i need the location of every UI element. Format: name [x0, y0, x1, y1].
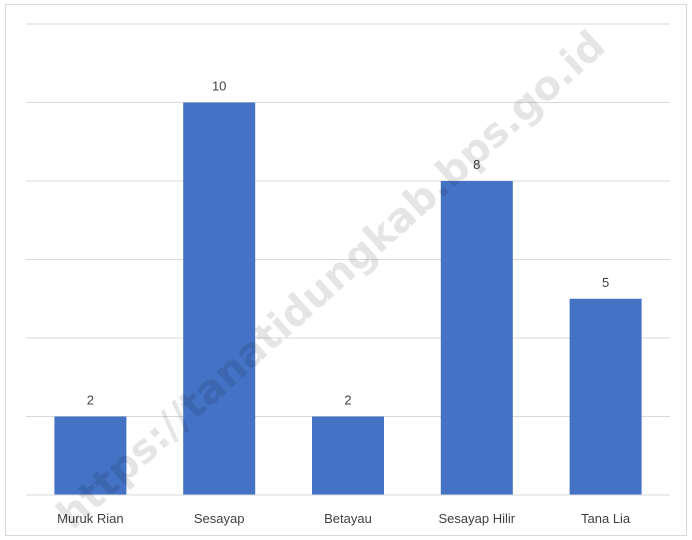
data-label: 2	[344, 393, 351, 408]
bar	[54, 416, 127, 495]
x-tick-label: Tana Lia	[581, 511, 631, 526]
bar	[440, 181, 513, 495]
data-labels: 2 10 2 8 5	[87, 79, 609, 408]
bar	[312, 416, 384, 495]
bar	[569, 298, 642, 495]
bars	[54, 102, 642, 495]
bar	[183, 102, 256, 495]
gridlines	[26, 23, 670, 417]
data-label: 10	[212, 79, 226, 94]
data-label: 8	[473, 157, 480, 172]
x-tick-label: Betayau	[324, 511, 372, 526]
data-label: 5	[602, 275, 609, 290]
x-axis: Muruk Rian Sesayap Betayau Sesayap Hilir Tan…	[26, 494, 670, 526]
x-tick-label: Muruk Rian	[57, 511, 123, 526]
x-tick-label: Sesayap Hilir	[439, 511, 516, 526]
data-label: 2	[87, 393, 94, 408]
x-tick-label: Sesayap	[194, 511, 245, 526]
